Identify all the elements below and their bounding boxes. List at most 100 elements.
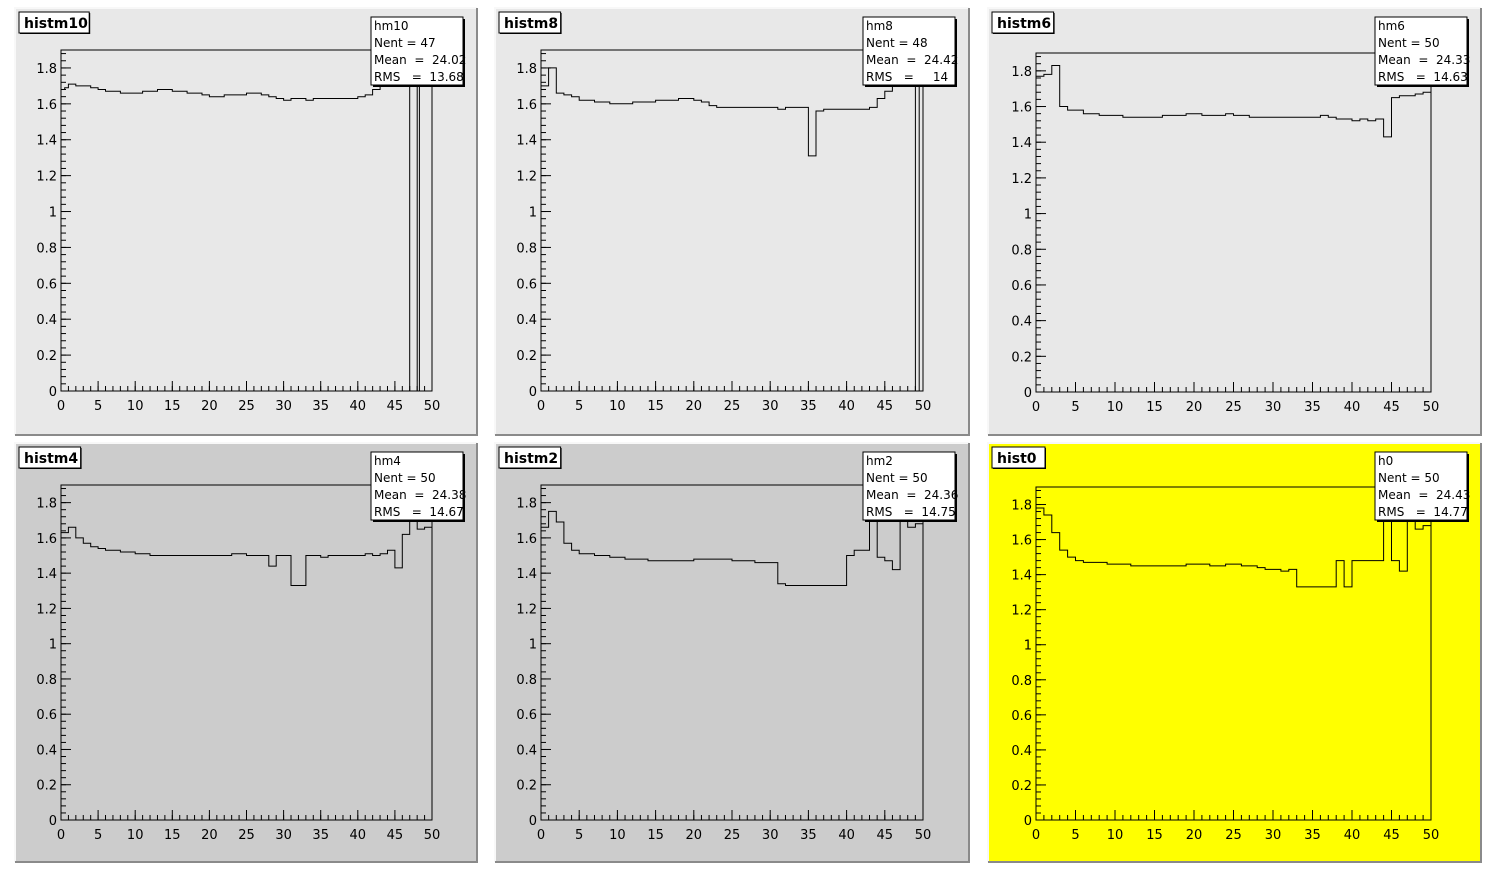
x-tick-label: 30 [275, 399, 292, 414]
stats-box [862, 451, 956, 521]
x-tick-label: 30 [275, 828, 292, 843]
stats-line: RMS = 13.68 [374, 70, 464, 84]
y-tick-label: 0.2 [516, 779, 537, 794]
title-box [498, 11, 562, 34]
y-tick-label: 0.4 [516, 743, 537, 758]
y-tick-label: 1 [529, 638, 537, 653]
x-tick-label: 45 [387, 399, 404, 414]
x-tick-label: 25 [238, 828, 255, 843]
pad-bevel-dark [15, 8, 478, 436]
x-tick-label: 35 [312, 828, 329, 843]
y-tick-label: 1.2 [36, 170, 57, 185]
histogram-pad-histm4: 0 0.2 0.4 0.6 0.8 1 1.2 1.4 1.6 1.8 0 5 10 15 20 25 30 35… [14, 442, 478, 863]
histogram-series [1035, 486, 1432, 820]
x-tick-label: 5 [1071, 828, 1079, 843]
x-tick-label: 10 [1107, 828, 1124, 843]
x-tick-label: 30 [1265, 400, 1282, 415]
stats-name: hm2 [866, 454, 893, 468]
x-tick-label: 35 [800, 828, 817, 843]
x-tick-label: 25 [724, 399, 741, 414]
y-tick-label: 1.6 [516, 532, 537, 547]
y-tick-label: 1.8 [36, 62, 57, 77]
stats-line: RMS = 14.75 [866, 505, 956, 519]
x-tick-label: 15 [1146, 828, 1163, 843]
x-tick-label: 10 [127, 399, 144, 414]
histogram-series [1035, 65, 1432, 392]
x-tick-label: 0 [57, 399, 65, 414]
stats-name: hm4 [374, 454, 401, 468]
stats-name: hm10 [374, 19, 409, 33]
stats-line: RMS = 14.77 [1378, 505, 1468, 519]
x-tick-label: 20 [201, 399, 218, 414]
y-tick-label: 0.2 [36, 779, 57, 794]
x-tick-label: 10 [127, 828, 144, 843]
x-tick-label: 0 [537, 828, 545, 843]
y-tick-label: 0.2 [1011, 350, 1032, 365]
histogram-pad-histm8: 0 0.2 0.4 0.6 0.8 1 1.2 1.4 1.6 1.8 0 5 10 15 20 25 30 35… [494, 7, 970, 436]
x-tick-label: 45 [1383, 400, 1400, 415]
y-tick-label: 0.8 [1011, 243, 1032, 258]
x-tick-label: 50 [1423, 400, 1440, 415]
y-tick-label: 1.8 [1011, 65, 1032, 80]
stats-name: hm8 [866, 19, 893, 33]
x-tick-label: 20 [1186, 828, 1203, 843]
stats-line: Nent = 48 [866, 36, 928, 50]
x-tick-label: 5 [94, 399, 102, 414]
y-tick-label: 0.4 [36, 743, 57, 758]
y-tick-label: 1.8 [36, 497, 57, 512]
stats-box [370, 16, 464, 86]
x-tick-label: 5 [575, 828, 583, 843]
stats-box [370, 451, 464, 521]
pad-title: histm4 [24, 451, 78, 467]
x-tick-label: 5 [94, 828, 102, 843]
x-tick-label: 40 [1344, 828, 1361, 843]
stats-name: hm6 [1378, 19, 1405, 33]
y-tick-label: 0.4 [516, 313, 537, 328]
x-tick-label: 10 [1107, 400, 1124, 415]
histogram-series [60, 49, 432, 392]
x-tick-label: 25 [724, 828, 741, 843]
y-tick-label: 0.6 [36, 708, 57, 723]
y-tick-label: 1.2 [1011, 172, 1032, 187]
histogram-series [60, 519, 433, 820]
stats-line: RMS = 14 [866, 70, 948, 84]
x-tick-label: 40 [838, 828, 855, 843]
y-tick-label: 0.8 [36, 241, 57, 256]
y-tick-label: 1 [1024, 639, 1032, 654]
y-tick-label: 1.4 [1011, 569, 1032, 584]
x-tick-label: 20 [1186, 400, 1203, 415]
pad-bevel-dark [495, 8, 970, 436]
stats-line: Nent = 50 [1378, 36, 1440, 50]
title-box [18, 11, 90, 34]
y-tick-label: 1 [1024, 208, 1032, 223]
x-tick-label: 40 [350, 828, 367, 843]
stats-box [1374, 451, 1468, 521]
y-tick-label: 1.2 [36, 602, 57, 617]
y-tick-label: 1.6 [1011, 534, 1032, 549]
pad-bevel-light [14, 442, 477, 862]
pad-title: hist0 [997, 451, 1037, 467]
x-tick-label: 0 [57, 828, 65, 843]
histogram-pad-hist0: 0 0.2 0.4 0.6 0.8 1 1.2 1.4 1.6 1.8 0 5 10 15 20 25 30 35… [987, 442, 1482, 863]
x-tick-label: 30 [762, 828, 779, 843]
y-tick-label: 0.6 [1011, 279, 1032, 294]
pad-bevel-dark [15, 443, 478, 863]
x-tick-label: 25 [1225, 828, 1242, 843]
x-tick-label: 35 [1304, 828, 1321, 843]
x-tick-label: 30 [762, 399, 779, 414]
x-tick-label: 15 [647, 828, 664, 843]
y-tick-label: 1 [49, 206, 57, 221]
stats-box [1374, 16, 1468, 86]
pad-bevel-dark [495, 443, 970, 863]
pad-title: histm8 [504, 16, 558, 32]
stats-line: Nent = 50 [1378, 471, 1440, 485]
x-tick-label: 25 [238, 399, 255, 414]
y-tick-label: 0 [1024, 814, 1032, 829]
y-tick-label: 1.6 [36, 532, 57, 547]
y-tick-label: 0.6 [36, 277, 57, 292]
y-tick-label: 0.8 [36, 673, 57, 688]
x-tick-label: 45 [1383, 828, 1400, 843]
pad-title: histm2 [504, 451, 558, 467]
x-tick-label: 0 [1032, 400, 1040, 415]
